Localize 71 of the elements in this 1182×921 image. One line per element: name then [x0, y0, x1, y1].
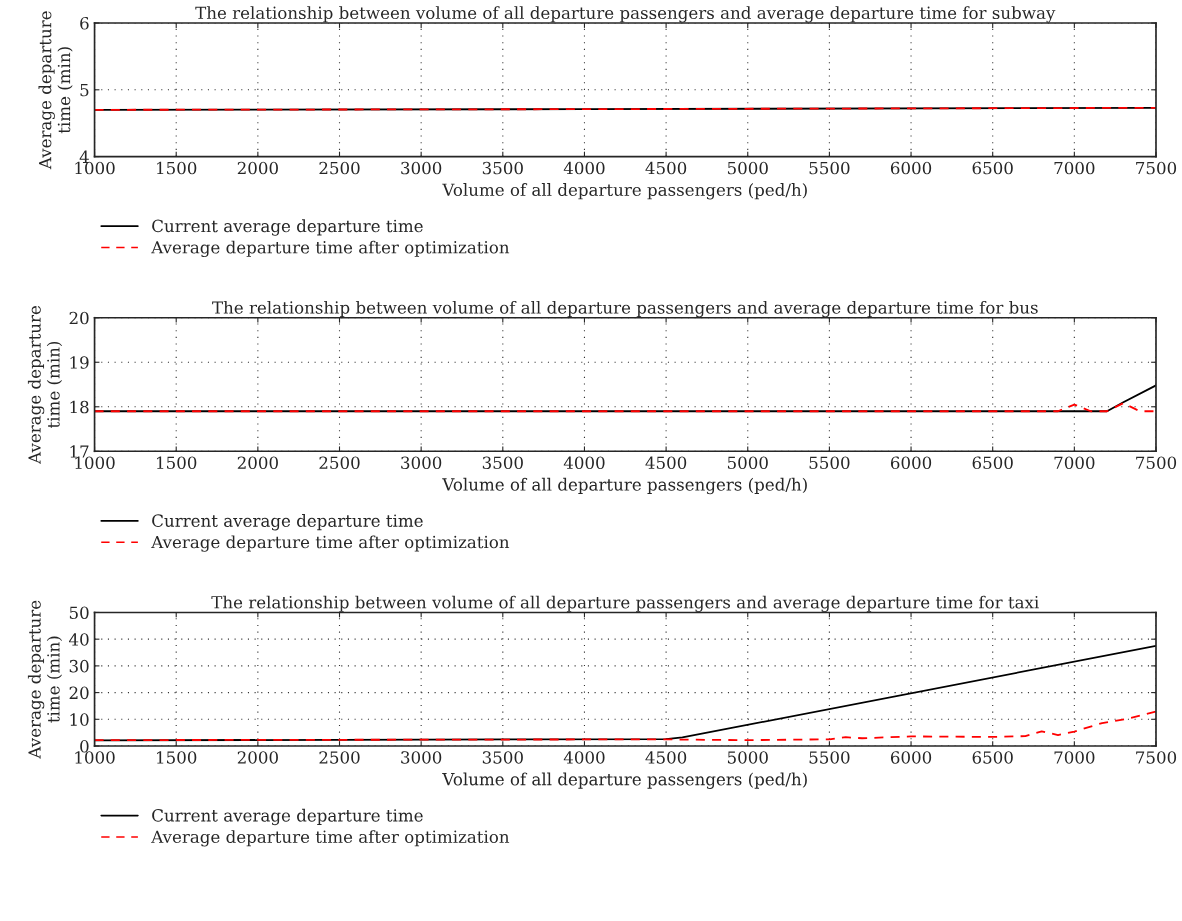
legend-label: Average departure time after optimization	[151, 535, 510, 552]
x-tick-label: 4500	[645, 751, 687, 764]
y-axis-title: Average departure time (min)	[27, 305, 63, 464]
x-tick-label: 2000	[237, 161, 278, 175]
legend-label: Current average departure time	[152, 219, 423, 236]
chart-title: The relationship between volume of all departure passengers and average departure time for bus	[212, 300, 1038, 318]
x-tick-label: 1500	[157, 751, 197, 764]
y-tick-label: 50	[69, 606, 89, 620]
legend-label: Average departure time after optimization	[151, 830, 510, 847]
x-tick-label: 6000	[890, 751, 932, 764]
chart-title: The relationship between volume of all departure passengers and average departure time for subway	[195, 6, 1056, 23]
y-tick-label: 10	[70, 713, 89, 726]
x-tick-label: 4000	[563, 161, 605, 175]
y-axis-title: Average departure time (min)	[38, 11, 73, 170]
x-tick-label: 5500	[809, 751, 850, 764]
x-tick-label: 3500	[482, 456, 523, 470]
x-tick-label: 7500	[1136, 161, 1177, 175]
x-tick-label: 2500	[319, 456, 360, 470]
x-tick-label: 3000	[401, 751, 442, 764]
y-tick-label: 19	[70, 356, 89, 369]
line-series	[94, 710, 1156, 742]
x-tick-label: 1500	[157, 456, 197, 470]
x-tick-label: 3000	[401, 456, 442, 470]
y-tick-label: 18	[70, 400, 89, 414]
chart-title: The relationship between volume of all departure passengers and average departure time for taxi	[211, 595, 1039, 612]
x-tick-label: 5000	[727, 751, 768, 764]
y-tick-label: 17	[70, 445, 89, 458]
x-tick-label: 1000	[75, 456, 115, 470]
x-tick-label: 2500	[319, 751, 360, 764]
x-tick-label: 3000	[401, 161, 442, 175]
y-tick-label: 6	[80, 16, 89, 30]
legend-label: Average departure time after optimization	[151, 240, 510, 258]
x-tick-label: 3500	[482, 751, 523, 764]
y-tick-label: 20	[69, 311, 89, 325]
x-tick-label: 4500	[645, 456, 687, 470]
x-tick-label: 2000	[237, 751, 278, 764]
x-tick-label: 4000	[563, 456, 605, 470]
x-tick-label: 7000	[1054, 751, 1095, 764]
legend-label: Current average departure time	[152, 514, 423, 531]
x-tick-label: 5500	[809, 456, 850, 470]
y-tick-label: 20	[69, 686, 89, 700]
x-tick-label: 5000	[727, 456, 768, 470]
x-tick-label: 4500	[645, 161, 687, 175]
x-tick-label: 6500	[972, 751, 1013, 764]
legend-label: Current average departure time	[152, 808, 423, 826]
x-tick-label: 1000	[75, 161, 115, 175]
x-axis-title: Volume of all departure passengers (ped/h)	[442, 183, 807, 200]
x-axis-title: Volume of all departure passengers (ped/h)	[442, 772, 807, 789]
y-tick-label: 40	[69, 633, 89, 646]
x-tick-label: 6000	[890, 161, 932, 175]
x-tick-label: 5500	[809, 161, 850, 175]
x-tick-label: 6500	[972, 456, 1013, 470]
x-tick-label: 2500	[319, 161, 360, 175]
y-tick-label: 0	[80, 739, 89, 753]
x-tick-label: 6500	[972, 161, 1013, 175]
y-tick-label: 5	[80, 83, 89, 97]
y-axis-title: Average departure time (min)	[27, 600, 63, 759]
y-tick-label: 30	[69, 659, 89, 673]
x-tick-label: 6000	[890, 456, 932, 470]
x-tick-label: 1500	[157, 161, 197, 175]
x-tick-label: 1000	[75, 751, 115, 764]
x-tick-label: 7000	[1054, 161, 1095, 175]
x-tick-label: 3500	[482, 161, 523, 175]
x-tick-label: 7500	[1136, 456, 1177, 470]
x-axis-title: Volume of all departure passengers (ped/h)	[442, 477, 807, 495]
y-tick-label: 4	[79, 150, 89, 163]
x-tick-label: 5000	[727, 161, 768, 175]
x-tick-label: 7000	[1054, 456, 1095, 470]
x-tick-label: 2000	[237, 456, 278, 470]
x-tick-label: 7500	[1136, 751, 1177, 764]
x-tick-label: 4000	[563, 751, 605, 764]
